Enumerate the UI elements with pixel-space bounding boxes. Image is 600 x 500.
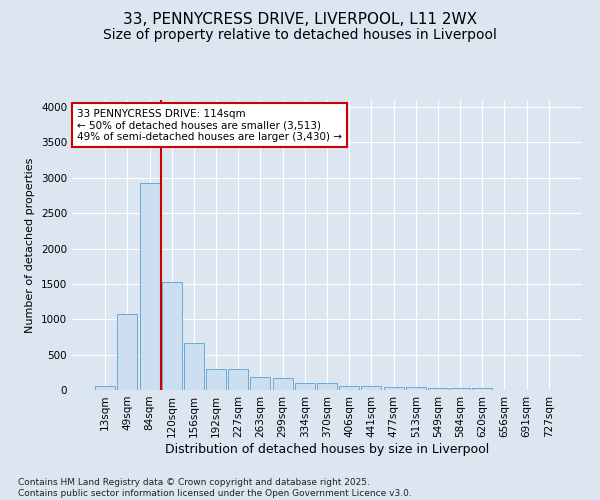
Bar <box>472 388 492 390</box>
Text: 33, PENNYCRESS DRIVE, LIVERPOOL, L11 2WX: 33, PENNYCRESS DRIVE, LIVERPOOL, L11 2WX <box>123 12 477 28</box>
Bar <box>162 282 182 390</box>
Bar <box>206 369 226 390</box>
Bar <box>118 314 137 390</box>
Bar <box>339 386 359 390</box>
X-axis label: Distribution of detached houses by size in Liverpool: Distribution of detached houses by size … <box>165 442 489 456</box>
Text: Size of property relative to detached houses in Liverpool: Size of property relative to detached ho… <box>103 28 497 42</box>
Text: Contains HM Land Registry data © Crown copyright and database right 2025.
Contai: Contains HM Land Registry data © Crown c… <box>18 478 412 498</box>
Bar <box>140 184 160 390</box>
Bar <box>450 388 470 390</box>
Text: 33 PENNYCRESS DRIVE: 114sqm
← 50% of detached houses are smaller (3,513)
49% of : 33 PENNYCRESS DRIVE: 114sqm ← 50% of det… <box>77 108 342 142</box>
Bar <box>95 386 115 390</box>
Bar <box>317 383 337 390</box>
Bar <box>184 344 204 390</box>
Bar <box>361 386 382 390</box>
Bar <box>406 387 426 390</box>
Bar <box>383 387 404 390</box>
Bar <box>295 383 315 390</box>
Y-axis label: Number of detached properties: Number of detached properties <box>25 158 35 332</box>
Bar <box>272 378 293 390</box>
Bar <box>228 370 248 390</box>
Bar <box>428 388 448 390</box>
Bar <box>250 378 271 390</box>
